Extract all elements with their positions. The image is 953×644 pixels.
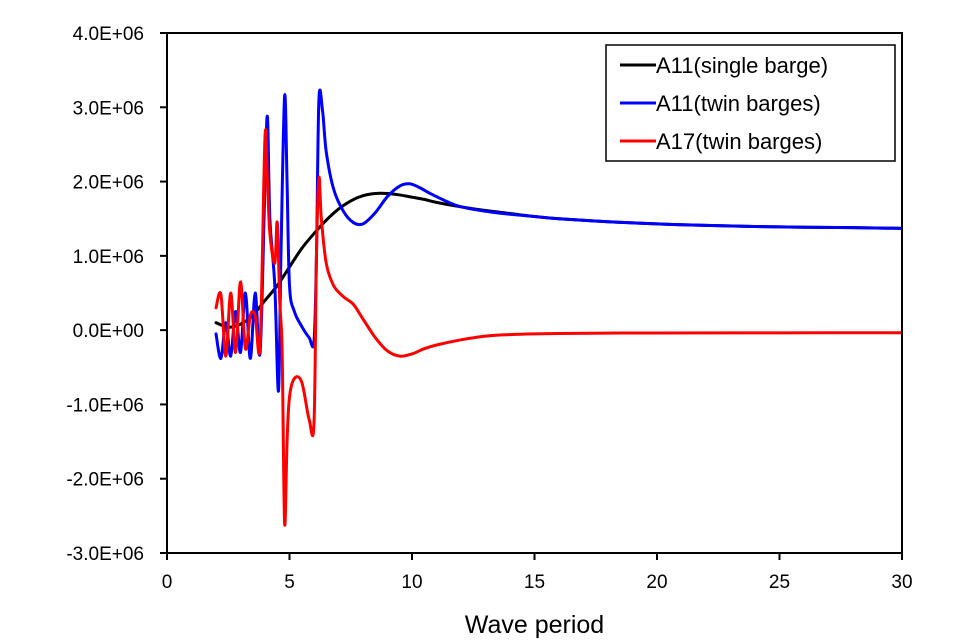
legend-label: A11(twin barges) <box>656 91 821 116</box>
x-tick-label: 5 <box>284 572 295 593</box>
axis-ticks <box>160 32 903 560</box>
y-tick-label: 4.0E+06 <box>73 24 144 45</box>
legend-item-a17-twin-barges: A17(twin barges) <box>620 129 822 154</box>
x-tick-label: 10 <box>401 572 422 593</box>
y-tick-label: 3.0E+06 <box>73 98 144 119</box>
x-tick-label: 15 <box>524 572 545 593</box>
y-tick-label: -3.0E+06 <box>66 544 144 565</box>
x-tick-label: 0 <box>162 572 173 593</box>
y-tick-label: 2.0E+06 <box>73 173 144 194</box>
x-tick-label: 20 <box>646 572 667 593</box>
x-axis-title: Wave period <box>465 611 604 639</box>
legend-item-a11-twin-barges: A11(twin barges) <box>620 91 821 116</box>
legend-label: A11(single barge) <box>656 53 828 78</box>
legend-item-a11-single-barge: A11(single barge) <box>620 53 828 78</box>
series-layer <box>214 88 902 527</box>
legend-label: A17(twin barges) <box>656 129 822 154</box>
axis-tick-labels: 0 5 10 15 20 25 30 4.0E+06 3.0E+06 2.0E+06 1.0E+06… <box>66 24 912 593</box>
legend: A11(single barge) A11(twin barges) A17(twi… <box>605 44 896 162</box>
x-tick-label: 25 <box>769 572 790 593</box>
y-tick-label: 1.0E+06 <box>73 247 144 268</box>
x-tick-label: 30 <box>891 572 912 593</box>
y-tick-label: -2.0E+06 <box>66 470 144 491</box>
y-tick-label: 0.0E+00 <box>73 321 144 342</box>
series-line-a17-twin-barges <box>214 128 902 527</box>
y-tick-label: -1.0E+06 <box>66 395 144 416</box>
